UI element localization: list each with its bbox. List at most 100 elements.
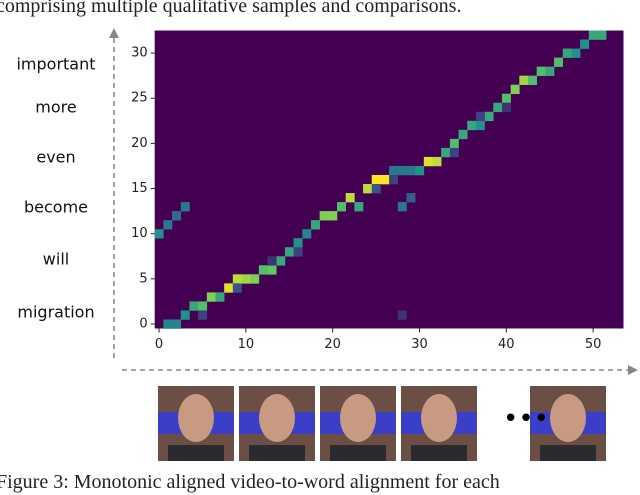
cell	[562, 48, 572, 58]
cell	[397, 165, 407, 176]
face	[259, 394, 295, 442]
cell	[206, 292, 216, 302]
cell	[310, 220, 320, 230]
cell	[337, 202, 346, 212]
face	[421, 394, 457, 442]
suit	[330, 445, 386, 461]
cell	[345, 193, 355, 203]
ellipsis: •••	[503, 404, 549, 434]
cell	[545, 66, 555, 76]
y-tick-label: 30	[131, 46, 148, 61]
cell	[163, 220, 173, 230]
x-tick-label: 20	[324, 337, 341, 352]
cell	[180, 310, 190, 320]
cell	[232, 283, 242, 293]
y-tick-label: 20	[131, 136, 148, 151]
x-tick-label: 0	[155, 337, 163, 352]
cell	[406, 193, 416, 203]
cell	[571, 48, 581, 58]
cell	[172, 319, 182, 329]
cell	[580, 39, 590, 49]
cell	[267, 265, 277, 275]
word-label: become	[24, 198, 88, 217]
cell	[554, 57, 564, 67]
cell	[475, 111, 485, 122]
suit	[411, 445, 467, 461]
cell	[458, 129, 468, 140]
cell	[501, 93, 511, 104]
word-label: will	[43, 250, 69, 269]
suit	[540, 445, 596, 461]
cell	[380, 174, 390, 185]
cell	[198, 310, 208, 320]
cell	[232, 274, 242, 284]
cell	[432, 156, 442, 167]
cell	[371, 174, 381, 185]
caption-top: comprising multiple qualitative samples …	[0, 0, 461, 17]
cell	[224, 283, 234, 293]
frames	[158, 386, 606, 461]
cell	[172, 211, 182, 221]
suit	[249, 445, 305, 461]
x-tick-label: 50	[585, 337, 602, 352]
cell	[293, 247, 303, 257]
word-label: important	[16, 55, 95, 74]
cell	[302, 229, 312, 239]
y-tick-label: 10	[131, 226, 148, 241]
cell	[397, 310, 407, 320]
cell	[180, 202, 190, 212]
cell	[389, 165, 399, 176]
cell	[528, 75, 537, 85]
cell	[319, 211, 329, 221]
cell	[293, 238, 303, 248]
x-tick-label: 30	[411, 337, 428, 352]
y-tick-label: 15	[131, 181, 148, 196]
cell	[449, 147, 459, 158]
y-tick-label: 5	[139, 271, 147, 286]
cell	[250, 274, 260, 284]
cell	[215, 292, 225, 302]
x-tick-label: 40	[498, 337, 515, 352]
cell	[449, 138, 459, 149]
cell	[536, 66, 546, 76]
face	[340, 394, 376, 442]
word-label: even	[36, 148, 75, 167]
cell	[397, 202, 407, 212]
cell	[198, 301, 208, 311]
face	[550, 394, 586, 442]
word-label: more	[35, 98, 76, 117]
y-tick-label: 0	[139, 316, 147, 331]
x-tick-label: 10	[238, 337, 255, 352]
cell	[163, 319, 173, 329]
cell	[441, 147, 451, 158]
cell	[597, 30, 607, 40]
cell	[475, 120, 485, 131]
cell	[284, 247, 294, 257]
caption-bottom: Figure 3: Monotonic aligned video-to-wor…	[0, 471, 500, 493]
cell	[423, 156, 433, 167]
cell	[154, 229, 164, 239]
cell	[363, 184, 373, 194]
cell	[328, 211, 338, 221]
cell	[267, 256, 277, 266]
cell	[241, 274, 251, 284]
cell	[276, 256, 286, 266]
y-arrow	[113, 36, 630, 371]
cell	[354, 202, 364, 212]
cell	[406, 165, 416, 176]
suit	[168, 445, 224, 461]
cell	[588, 30, 598, 40]
cell	[415, 165, 425, 176]
cell	[467, 120, 477, 131]
face	[178, 394, 214, 442]
cell	[189, 301, 199, 311]
cell	[510, 84, 520, 95]
cell	[258, 265, 268, 275]
cell	[371, 184, 381, 194]
y-tick-label: 25	[131, 91, 148, 106]
cell	[501, 102, 511, 113]
cell	[493, 102, 503, 113]
cell	[519, 75, 529, 85]
